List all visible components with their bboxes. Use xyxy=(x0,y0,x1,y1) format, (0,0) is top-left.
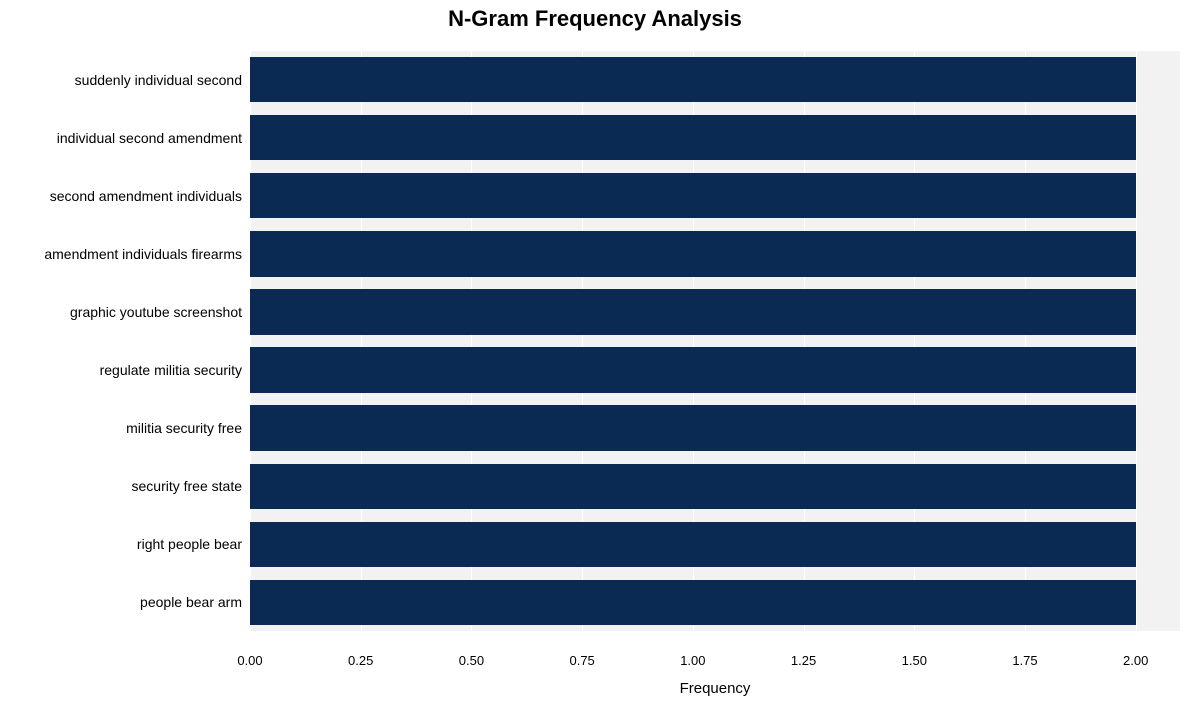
x-tick-label: 2.00 xyxy=(1123,653,1148,668)
y-tick-label: second amendment individuals xyxy=(0,188,242,204)
y-tick-label: suddenly individual second xyxy=(0,72,242,88)
y-tick-label: militia security free xyxy=(0,420,242,436)
bar xyxy=(250,580,1136,625)
ngram-frequency-chart: N-Gram Frequency Analysis suddenly indiv… xyxy=(0,0,1190,701)
y-tick-label: regulate militia security xyxy=(0,362,242,378)
bar xyxy=(250,347,1136,392)
x-tick-label: 0.25 xyxy=(348,653,373,668)
x-tick-label: 1.75 xyxy=(1012,653,1037,668)
bar xyxy=(250,173,1136,218)
x-tick-label: 0.50 xyxy=(459,653,484,668)
x-tick-label: 1.00 xyxy=(680,653,705,668)
x-axis-ticks: 0.000.250.500.751.001.251.501.752.00 xyxy=(250,653,1180,673)
bar xyxy=(250,57,1136,102)
chart-title: N-Gram Frequency Analysis xyxy=(0,6,1190,32)
plot-area xyxy=(250,36,1180,646)
x-tick-label: 1.50 xyxy=(902,653,927,668)
x-tick-label: 1.25 xyxy=(791,653,816,668)
y-axis-labels: suddenly individual second individual sec… xyxy=(0,36,246,646)
bar xyxy=(250,289,1136,334)
x-tick-label: 0.00 xyxy=(237,653,262,668)
bar xyxy=(250,464,1136,509)
x-tick-label: 0.75 xyxy=(569,653,594,668)
bar xyxy=(250,405,1136,450)
y-tick-label: amendment individuals firearms xyxy=(0,246,242,262)
y-tick-label: people bear arm xyxy=(0,594,242,610)
x-axis-label: Frequency xyxy=(250,680,1180,697)
bar xyxy=(250,115,1136,160)
gridline xyxy=(1136,36,1137,646)
y-tick-label: graphic youtube screenshot xyxy=(0,304,242,320)
y-tick-label: right people bear xyxy=(0,536,242,552)
y-tick-label: individual second amendment xyxy=(0,130,242,146)
bar xyxy=(250,231,1136,276)
bar xyxy=(250,522,1136,567)
y-tick-label: security free state xyxy=(0,478,242,494)
